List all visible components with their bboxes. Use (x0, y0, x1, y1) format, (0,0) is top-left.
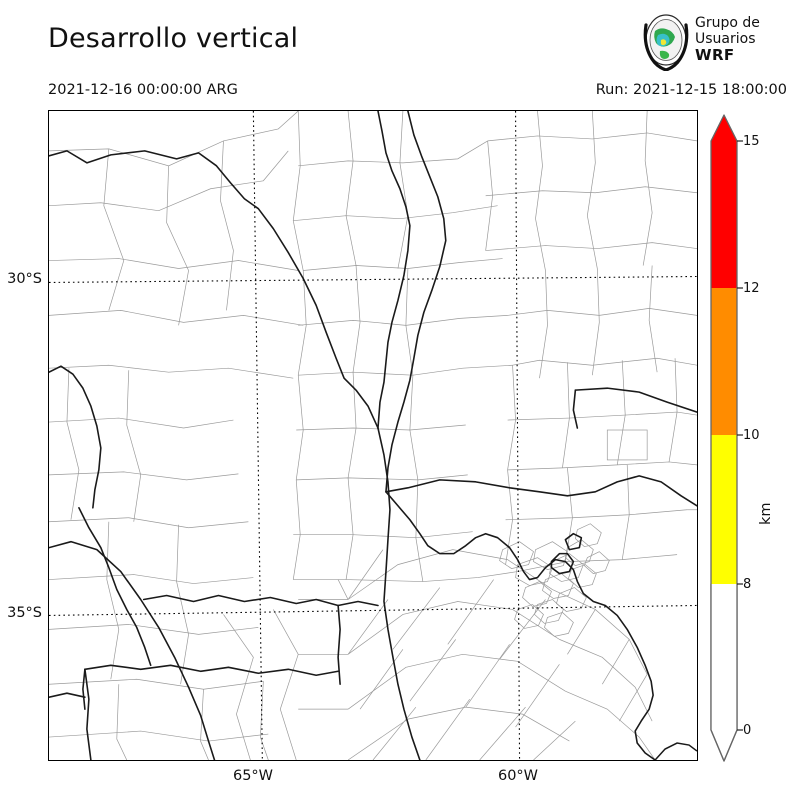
globe-emblem-icon (640, 13, 692, 73)
ytick-label-35S: 35°S (7, 605, 42, 621)
colorbar-segment-10-12 (711, 288, 737, 435)
gridline-lon-65 (252, 111, 263, 760)
colorbar-tick-15: 15 (743, 134, 760, 149)
xtick-label-60W: 60°W (497, 768, 539, 784)
graticule (49, 111, 697, 760)
gridline-lon-60 (515, 111, 521, 760)
map-basemap (49, 111, 697, 760)
logo-text: Grupo de Usuarios WRF (695, 15, 790, 63)
coastline (654, 742, 697, 760)
colorbar[interactable]: 15 12 10 8 0 km (700, 110, 800, 765)
colorbar-tick-0: 0 (743, 723, 752, 738)
colorbar-segment-0-8 (711, 584, 737, 730)
map-panel[interactable] (48, 110, 698, 761)
logo-line-3: WRF (695, 46, 735, 64)
colorbar-over-extend (710, 114, 738, 142)
colorbar-segment-8-10 (711, 435, 737, 584)
colorbar-graphic (710, 114, 743, 762)
colorbar-segment-12-15 (711, 141, 737, 288)
ytick-label-30S: 30°S (7, 271, 42, 287)
valid-time-label: 2021-12-16 00:00:00 ARG (48, 82, 238, 98)
colorbar-tick-8: 8 (743, 577, 752, 592)
colorbar-ticks (737, 140, 743, 731)
logo-line-2: Usuarios (695, 31, 756, 47)
department-borders (49, 111, 697, 760)
colorbar-unit-label: km (758, 502, 774, 525)
page-title: Desarrollo vertical (48, 23, 299, 54)
model-run-label: Run: 2021-12-15 18:00:00 (595, 82, 787, 98)
xtick-label-65W: 65°W (232, 768, 274, 784)
colorbar-tick-12: 12 (743, 281, 760, 296)
organization-logo: Grupo de Usuarios WRF (640, 13, 790, 73)
logo-line-1: Grupo de (695, 15, 760, 31)
province-borders (49, 111, 697, 760)
colorbar-tick-10: 10 (743, 428, 760, 443)
